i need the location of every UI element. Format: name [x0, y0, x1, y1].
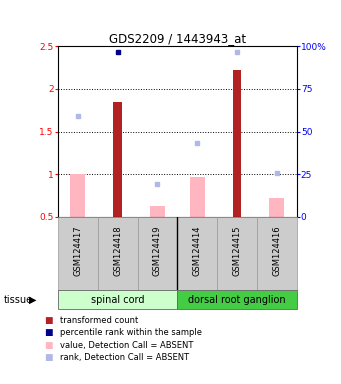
- Text: ■: ■: [44, 353, 53, 362]
- Bar: [190, 177, 205, 217]
- Text: ■: ■: [44, 316, 53, 325]
- Text: transformed count: transformed count: [60, 316, 138, 325]
- Text: GSM124417: GSM124417: [73, 226, 83, 276]
- Bar: [217, 217, 257, 290]
- Text: percentile rank within the sample: percentile rank within the sample: [60, 328, 202, 338]
- Bar: [70, 174, 85, 217]
- Title: GDS2209 / 1443943_at: GDS2209 / 1443943_at: [109, 32, 246, 45]
- Bar: [58, 290, 177, 309]
- Text: spinal cord: spinal cord: [91, 295, 144, 305]
- Text: value, Detection Call = ABSENT: value, Detection Call = ABSENT: [60, 341, 193, 350]
- Text: GSM124416: GSM124416: [272, 226, 281, 276]
- Text: rank, Detection Call = ABSENT: rank, Detection Call = ABSENT: [60, 353, 189, 362]
- Text: GSM124415: GSM124415: [233, 226, 241, 276]
- Text: dorsal root ganglion: dorsal root ganglion: [188, 295, 286, 305]
- Text: GSM124419: GSM124419: [153, 226, 162, 276]
- Bar: [269, 198, 284, 217]
- Text: GSM124414: GSM124414: [193, 226, 202, 276]
- Text: tissue: tissue: [3, 295, 32, 305]
- Bar: [150, 206, 165, 217]
- Bar: [58, 217, 98, 290]
- Text: ▶: ▶: [29, 295, 36, 305]
- Bar: [177, 290, 297, 309]
- Bar: [113, 102, 122, 217]
- Text: ■: ■: [44, 341, 53, 350]
- Bar: [233, 70, 241, 217]
- Bar: [137, 217, 177, 290]
- Bar: [98, 217, 137, 290]
- Text: GSM124418: GSM124418: [113, 226, 122, 276]
- Bar: [257, 217, 297, 290]
- Text: ■: ■: [44, 328, 53, 338]
- Bar: [177, 217, 217, 290]
